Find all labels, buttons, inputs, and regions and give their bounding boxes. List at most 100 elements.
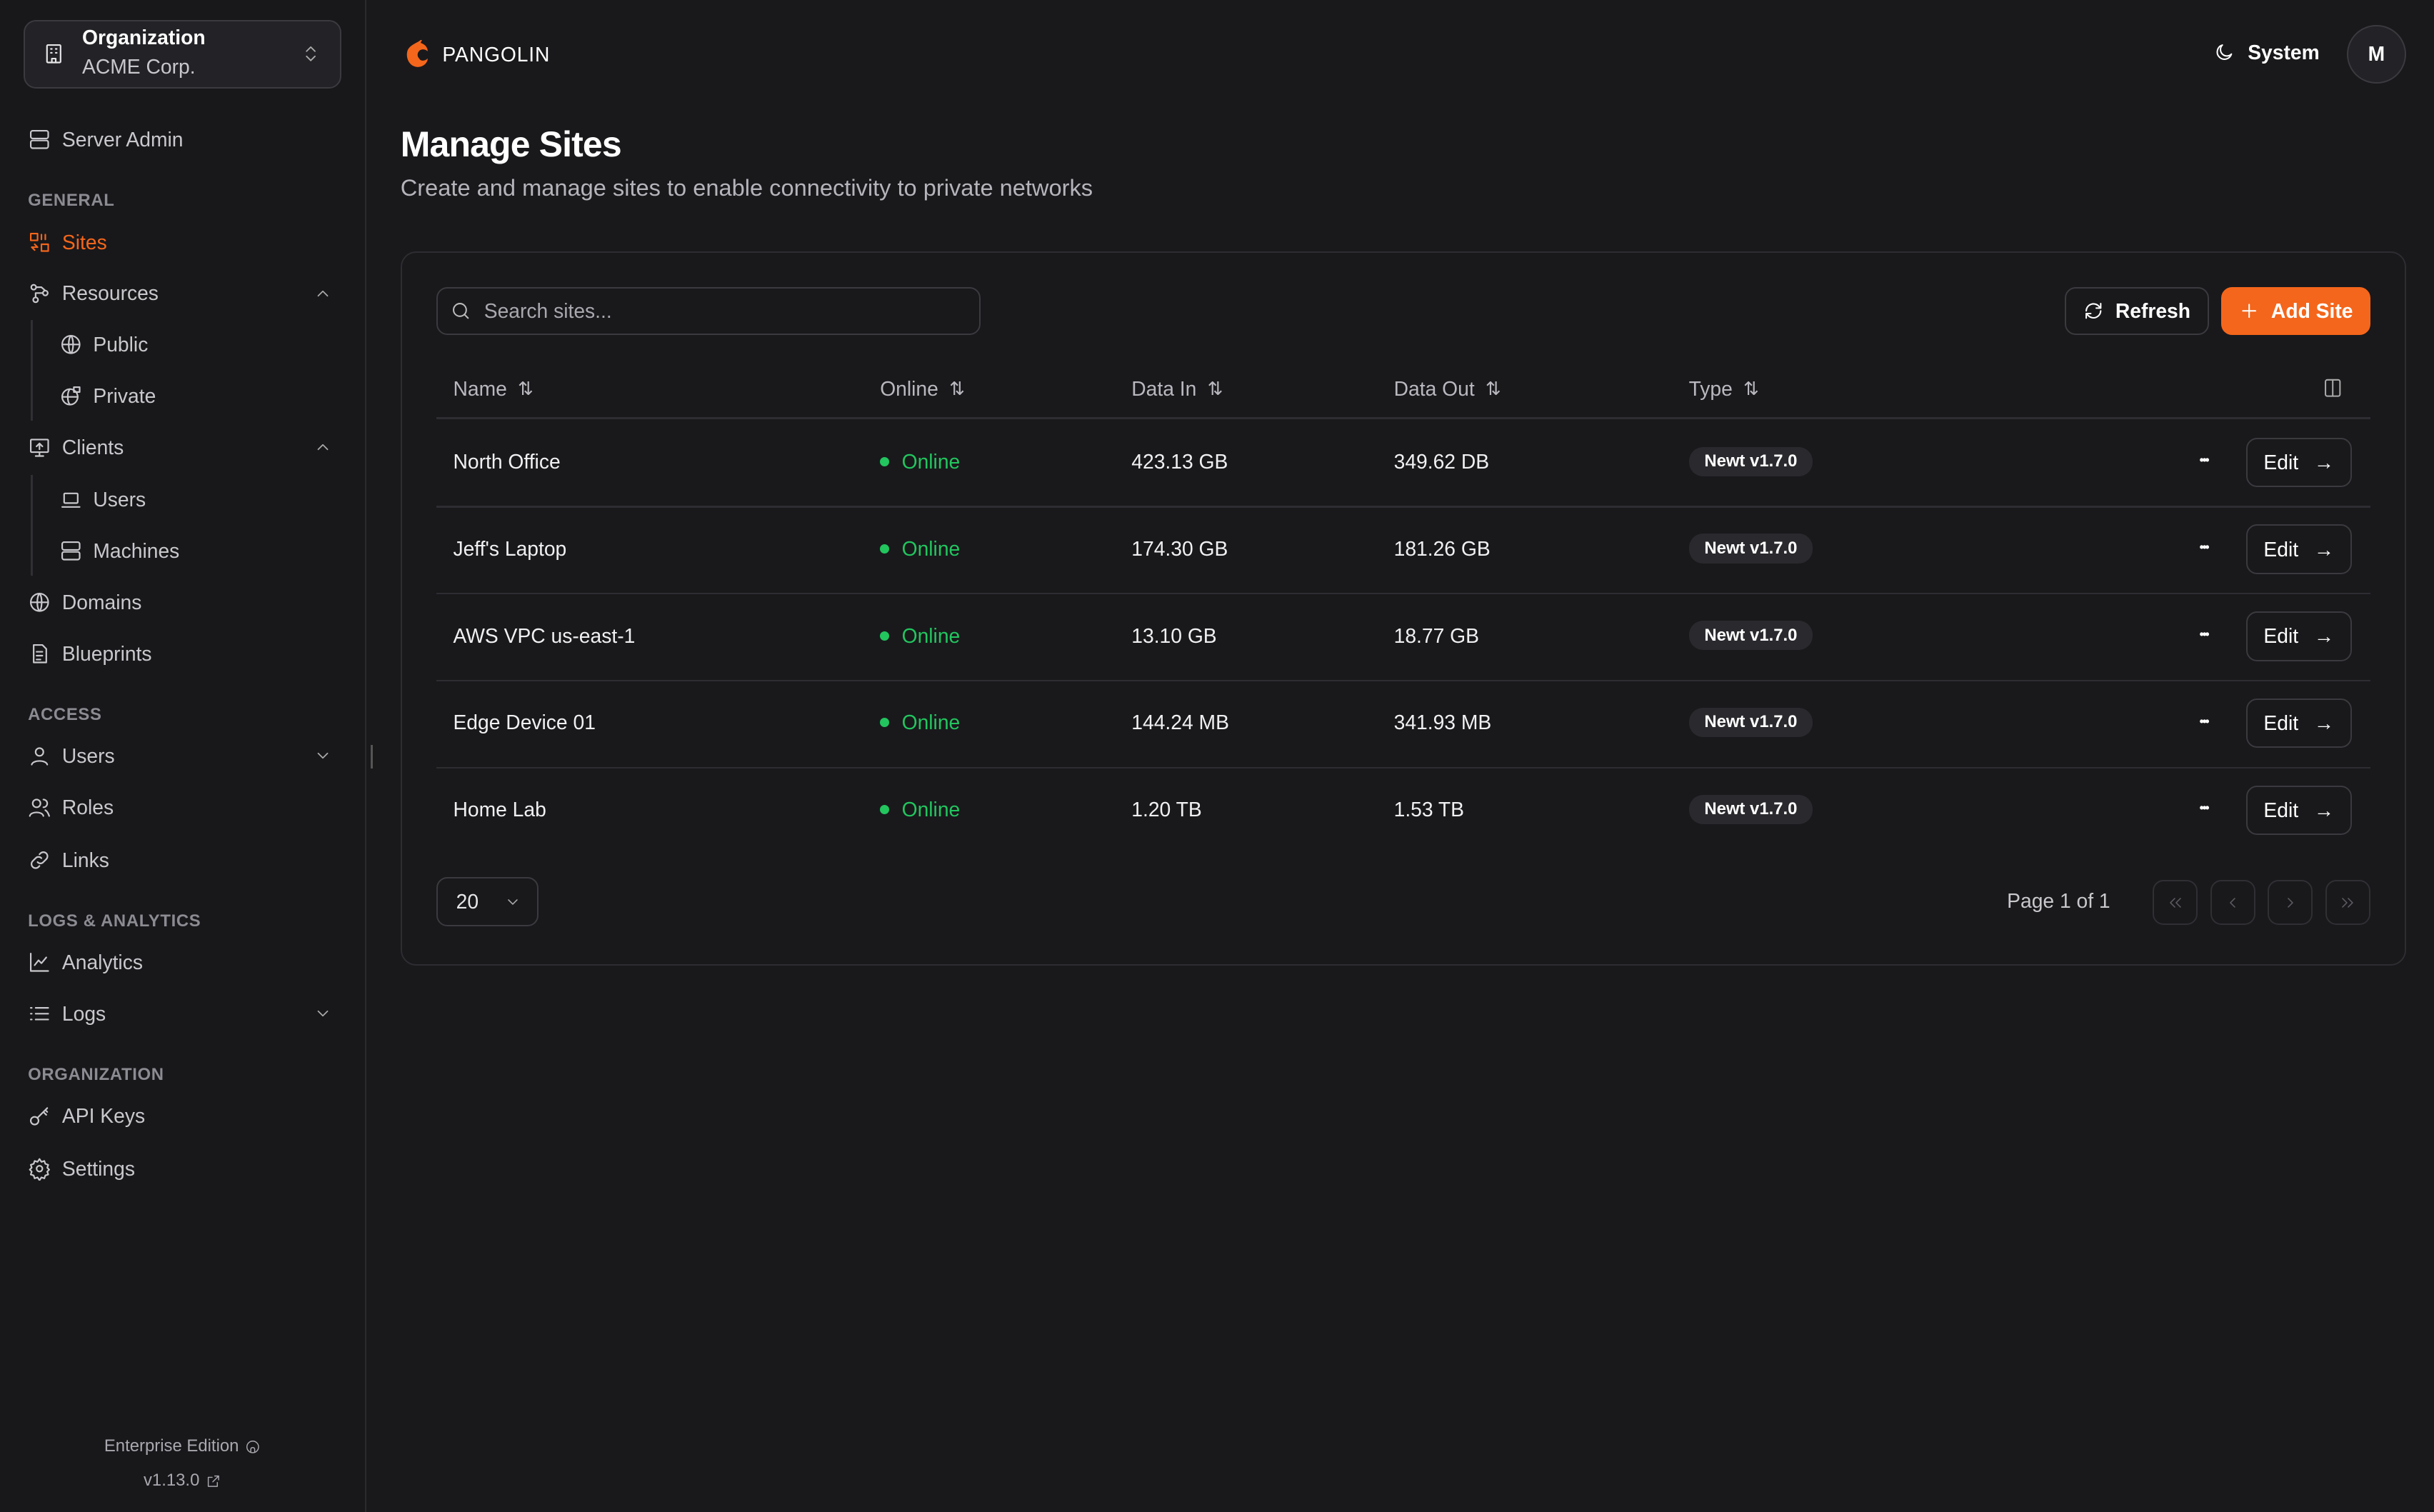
- sidebar-item-label: Users: [61, 744, 115, 768]
- sidebar-item-settings[interactable]: Settings: [28, 1152, 339, 1186]
- sidebar-item-resources-private[interactable]: Private: [59, 379, 339, 413]
- org-label: Organization: [82, 25, 206, 49]
- edit-button[interactable]: Edit →: [2245, 437, 2352, 488]
- next-page-button[interactable]: [2268, 880, 2313, 926]
- sidebar-item-resources[interactable]: Resources: [28, 276, 339, 311]
- sidebar-resize-handle[interactable]: [371, 745, 373, 768]
- page-size-value: 20: [456, 890, 479, 913]
- column-label: Type: [1688, 376, 1733, 400]
- add-site-button[interactable]: Add Site: [2221, 286, 2370, 336]
- sidebar-item-clients-machines[interactable]: Machines: [59, 534, 339, 569]
- add-site-label: Add Site: [2270, 299, 2353, 323]
- refresh-button[interactable]: Refresh: [2064, 286, 2209, 336]
- tree-line: [31, 319, 33, 421]
- sidebar-item-resources-public[interactable]: Public: [59, 328, 339, 362]
- first-page-button[interactable]: [2153, 880, 2198, 926]
- sidebar-section-label: GENERAL: [28, 191, 115, 211]
- more-actions-icon[interactable]: •••: [2199, 626, 2210, 641]
- type-badge: Newt v1.7.0: [1688, 707, 1813, 737]
- status-label: Online: [901, 624, 961, 647]
- column-label: Name: [453, 376, 507, 400]
- sidebar-item-clients[interactable]: Clients: [28, 430, 339, 464]
- sidebar-item-label: Machines: [93, 539, 180, 563]
- sort-icon[interactable]: ⇅: [1743, 377, 1759, 399]
- status-dot: [880, 718, 890, 728]
- search-placeholder: Search sites...: [484, 299, 612, 323]
- sidebar-item-api-keys[interactable]: API Keys: [28, 1099, 339, 1133]
- brand-logo[interactable]: PANGOLIN: [401, 37, 551, 71]
- type-badge: Newt v1.7.0: [1688, 621, 1813, 651]
- column-label: Data Out: [1393, 376, 1475, 400]
- edit-label: Edit: [2263, 451, 2299, 474]
- more-actions-icon[interactable]: •••: [2199, 801, 2210, 816]
- sidebar-section-label: ORGANIZATION: [28, 1065, 164, 1085]
- arrow-right-icon: →: [2313, 537, 2335, 561]
- monitor-icon: [30, 439, 49, 457]
- theme-toggle[interactable]: System: [2213, 41, 2320, 64]
- prev-page-button[interactable]: [2210, 880, 2255, 926]
- status-label: Online: [901, 711, 961, 734]
- sidebar-item-label: API Keys: [61, 1104, 146, 1128]
- server-icon: [30, 130, 49, 149]
- type-badge: Newt v1.7.0: [1688, 446, 1813, 476]
- sidebar-item-server-admin[interactable]: Server Admin: [28, 123, 339, 157]
- online-status: Online: [880, 537, 960, 561]
- sort-icon[interactable]: ⇅: [518, 377, 534, 399]
- page-subtitle: Create and manage sites to enable connec…: [400, 174, 1093, 201]
- search-input[interactable]: Search sites...: [436, 286, 981, 336]
- page-size-select[interactable]: 20: [436, 876, 539, 927]
- column-header-data-out[interactable]: Data Out ⇅: [1394, 377, 1501, 401]
- sort-icon[interactable]: ⇅: [1485, 377, 1501, 399]
- chevron-down-icon[interactable]: [314, 1004, 332, 1023]
- sort-icon[interactable]: ⇅: [949, 377, 965, 399]
- org-switcher[interactable]: Organization ACME Corp.: [23, 20, 341, 89]
- sidebar-item-label: Analytics: [61, 951, 143, 974]
- sidebar-item-logs[interactable]: Logs: [28, 996, 339, 1031]
- chevron-down-icon[interactable]: [314, 746, 332, 765]
- edition-link[interactable]: Enterprise Edition: [0, 1436, 365, 1457]
- edit-button[interactable]: Edit →: [2245, 524, 2352, 574]
- sidebar-item-clients-users[interactable]: Users: [59, 483, 339, 517]
- external-link-icon: [207, 1475, 219, 1487]
- columns-icon[interactable]: [2322, 377, 2343, 399]
- column-header-type[interactable]: Type ⇅: [1689, 377, 1759, 401]
- sort-icon[interactable]: ⇅: [1207, 377, 1223, 399]
- chevron-up-icon[interactable]: [314, 438, 332, 456]
- more-actions-icon[interactable]: •••: [2199, 540, 2210, 555]
- sidebar-item-label: Server Admin: [61, 128, 184, 151]
- moon-icon: [2216, 44, 2233, 60]
- arrow-right-icon: →: [2313, 451, 2335, 474]
- sidebar-item-label: Public: [93, 333, 149, 356]
- last-page-button[interactable]: [2325, 880, 2370, 926]
- sidebar-item-roles[interactable]: Roles: [28, 790, 339, 824]
- tree-line: [31, 475, 33, 576]
- sidebar-item-domains[interactable]: Domains: [28, 585, 339, 619]
- sidebar-item-sites[interactable]: Sites: [28, 225, 339, 259]
- version-link[interactable]: v1.13.0: [0, 1470, 365, 1491]
- sidebar-item-label: Logs: [61, 1001, 106, 1025]
- more-actions-icon[interactable]: •••: [2199, 453, 2210, 468]
- avatar[interactable]: M: [2347, 24, 2406, 84]
- sidebar-section-label: LOGS & ANALYTICS: [28, 911, 201, 931]
- data-out: 181.26 GB: [1393, 536, 1491, 560]
- more-actions-icon[interactable]: •••: [2199, 714, 2210, 729]
- column-header-online[interactable]: Online ⇅: [880, 377, 965, 401]
- arrow-right-icon: →: [2313, 798, 2335, 821]
- status-dot: [880, 631, 890, 641]
- column-label: Data In: [1131, 376, 1197, 400]
- edition-label: Enterprise Edition: [104, 1436, 239, 1456]
- edit-button[interactable]: Edit →: [2245, 698, 2352, 749]
- chevron-up-icon[interactable]: [314, 284, 332, 303]
- type-badge: Newt v1.7.0: [1688, 534, 1813, 564]
- sidebar-item-analytics[interactable]: Analytics: [28, 946, 339, 980]
- edit-button[interactable]: Edit →: [2245, 611, 2352, 661]
- version-label: v1.13.0: [143, 1471, 200, 1491]
- sidebar-item-blueprints[interactable]: Blueprints: [28, 636, 339, 671]
- column-header-name[interactable]: Name ⇅: [453, 377, 533, 401]
- column-header-data-in[interactable]: Data In ⇅: [1131, 377, 1223, 401]
- sidebar-item-links[interactable]: Links: [28, 843, 339, 877]
- globe-icon: [30, 593, 49, 612]
- edit-button[interactable]: Edit →: [2245, 785, 2352, 836]
- search-icon: [452, 303, 469, 319]
- sidebar-item-users[interactable]: Users: [28, 739, 339, 773]
